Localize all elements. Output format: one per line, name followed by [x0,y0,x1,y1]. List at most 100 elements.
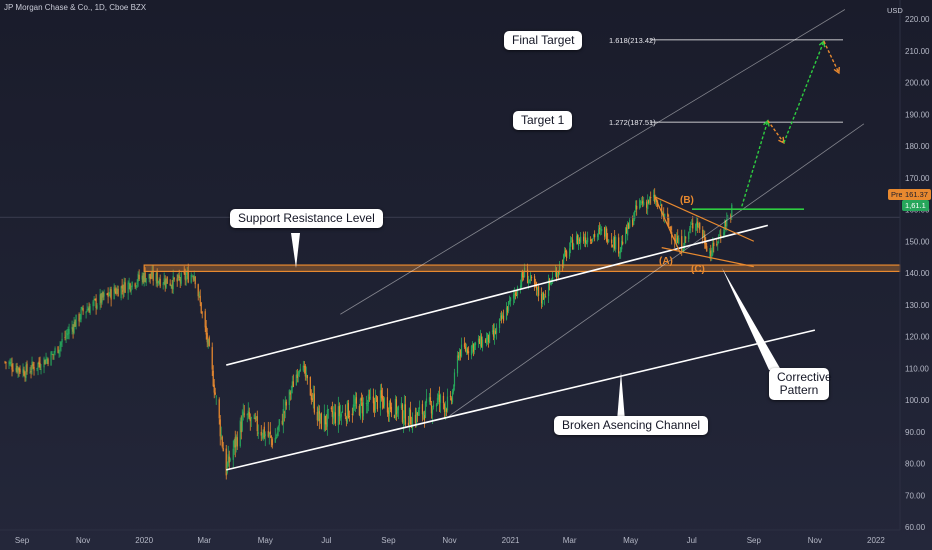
candle-body [697,221,699,228]
candle-body [512,294,515,299]
candle-body [226,463,228,474]
candle-body [86,309,88,312]
candle-body [480,336,483,347]
candle-body [141,275,143,280]
candle-body [191,275,193,277]
candle-body [620,247,622,253]
candle-body [411,417,414,431]
candle-body [366,404,368,406]
candle-body [415,411,418,425]
candle-body [45,358,47,364]
candle-body [108,295,110,297]
candle-body [323,414,325,431]
candle-body [650,196,652,199]
candle-body [655,200,657,203]
candle-body [583,236,585,241]
candle-body [487,334,490,343]
candle-body [505,307,508,320]
candle-body [151,271,153,278]
candle-body [373,401,376,411]
candle-body [601,228,603,232]
candle-body [142,275,144,283]
candle-body [502,315,505,321]
candle-body [50,352,52,366]
candle-body [358,406,360,416]
candle-body [275,436,277,438]
candle-body [495,327,498,334]
resistance-zone [143,264,901,273]
candle-body [430,404,433,414]
candle-body [180,273,182,284]
y-tick-label: 150.00 [905,237,930,246]
candle-body [543,296,546,299]
candle-body [431,408,434,415]
candle-body [101,292,103,303]
corrective-pattern-callout: Corrective Pattern [769,368,832,400]
channel-lower-line [226,329,816,471]
candle-body [414,414,417,424]
candle-body [264,434,266,437]
candle-body [345,417,347,421]
candle-body [178,275,180,279]
candle-body [683,247,685,251]
candle-body [311,398,313,401]
candle-body [9,361,11,365]
candle-body [31,361,33,371]
candle-body [333,411,335,417]
candle-body [242,411,244,417]
candle-body [653,194,655,198]
candle-body [281,420,283,425]
candle-body [129,283,131,291]
candle-body [128,282,130,285]
candle-body [317,408,319,421]
candle-body [685,237,687,239]
candle-body [547,279,550,297]
candle-body [361,402,363,414]
candle-body [507,301,510,312]
candle-body [445,408,448,412]
candle-body [123,281,125,291]
candle-body [144,272,146,282]
candle-body [67,333,69,336]
projection-arrow [767,120,785,144]
candle-body [243,413,245,415]
candle-body [222,447,224,452]
y-tick-label: 190.00 [905,110,930,119]
candle-body [611,239,613,244]
y-tick-label: 210.00 [905,47,930,56]
candle-body [670,227,672,231]
candle-body [660,204,662,206]
candle-body [38,361,40,365]
projection-arrow [823,40,840,74]
y-tick-label: 220.00 [905,15,930,24]
candle-body [254,417,256,420]
candle-body [187,270,189,283]
candle-body [393,415,396,419]
candle-body [565,250,567,252]
candle-body [664,213,666,217]
wave-a-label: (A) [659,256,673,267]
candle-body [116,288,118,294]
candle-body [193,275,195,281]
candle-body [695,223,697,231]
candle-body [306,375,308,379]
candle-body [170,285,172,287]
candle-body [564,251,566,257]
candle-body [93,298,95,300]
candle-body [592,238,594,242]
candle-body [81,307,83,310]
candle-body [408,407,411,424]
candle-body [127,282,129,294]
candle-body [194,276,196,285]
candle-body [72,327,74,332]
candle-body [268,432,270,436]
candle-body [486,333,489,340]
projection-arrow [741,120,769,207]
candle-body [11,364,13,370]
target-1-callout: Target 1 [513,111,573,130]
candle-body [403,404,406,419]
candle-body [297,372,299,377]
candle-body [425,398,428,403]
